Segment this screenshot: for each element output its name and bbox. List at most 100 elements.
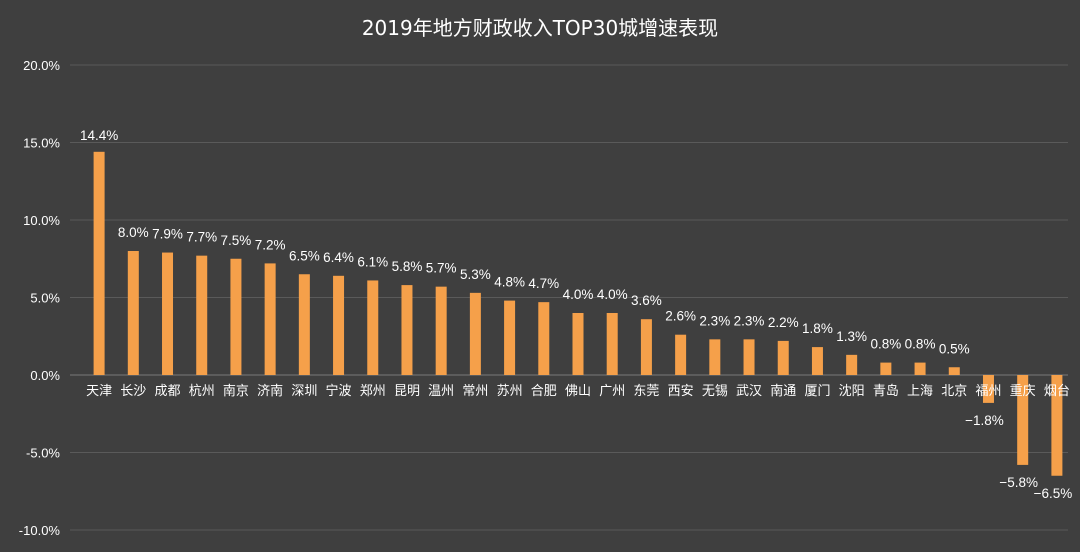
- bar-温州: [435, 286, 447, 375]
- category-label: 北京: [941, 384, 967, 399]
- y-axis-tick-labels: 20.0% 15.0% 10.0% 5.0% 0.0% -5.0% -10.0%: [19, 58, 61, 538]
- bar-武汉: [743, 339, 755, 375]
- bar-济南: [264, 263, 276, 375]
- category-label: 厦门: [804, 384, 830, 399]
- data-label: 4.8%: [494, 275, 525, 290]
- category-labels: 天津 长沙 成都 杭州 南京 济南 深圳 宁波 郑州 昆明 温州 常州 苏州 合肥 佛山 广州 东莞 西安 无锡 武汉…: [86, 383, 1070, 399]
- category-label: 苏州: [497, 383, 523, 399]
- data-label: 5.8%: [392, 259, 423, 274]
- data-label: 7.7%: [186, 230, 217, 245]
- category-label: 长沙: [120, 384, 146, 399]
- data-label: 14.4%: [80, 128, 118, 143]
- bar-昆明: [401, 285, 413, 375]
- category-label: 东莞: [633, 384, 659, 399]
- chart-title: 2019年地方财政收入TOP30城增速表现: [362, 16, 718, 40]
- bar-成都: [162, 252, 174, 375]
- category-label: 合肥: [531, 384, 557, 399]
- data-label: 0.8%: [870, 337, 901, 352]
- bar-烟台: [1051, 375, 1063, 476]
- category-label: 杭州: [189, 384, 215, 399]
- bar-北京: [948, 367, 960, 375]
- data-label: 7.2%: [255, 237, 286, 252]
- data-label: 6.4%: [323, 250, 354, 265]
- data-label: 0.8%: [905, 337, 936, 352]
- bar-福州: [982, 375, 994, 403]
- category-label: 佛山: [565, 384, 591, 399]
- category-label: 深圳: [291, 384, 317, 399]
- category-label: 沈阳: [839, 384, 865, 399]
- bar-重庆: [1017, 375, 1029, 465]
- category-label: 青岛: [873, 383, 899, 399]
- data-label: −5.8%: [999, 475, 1038, 490]
- y-tick-label: 0.0%: [30, 368, 60, 383]
- y-tick-label: 10.0%: [23, 213, 60, 228]
- data-label: 2.2%: [768, 315, 799, 330]
- data-label: 8.0%: [118, 225, 149, 240]
- bar-常州: [469, 292, 481, 375]
- bar-佛山: [572, 313, 584, 375]
- category-label: 昆明: [394, 384, 420, 399]
- category-label: 福州: [975, 384, 1001, 399]
- bar-合肥: [538, 302, 550, 375]
- data-label: −6.5%: [1034, 486, 1073, 501]
- bar-厦门: [811, 347, 823, 375]
- y-tick-label: 5.0%: [30, 291, 60, 306]
- data-label: 1.3%: [836, 329, 867, 344]
- bar-南京: [230, 258, 242, 375]
- bar-广州: [606, 313, 618, 375]
- category-label: 武汉: [736, 384, 762, 399]
- data-label: 2.3%: [699, 313, 730, 328]
- category-label: 温州: [428, 384, 454, 399]
- data-label: 3.6%: [631, 293, 662, 308]
- bar-南通: [777, 340, 789, 375]
- bar-沈阳: [846, 354, 858, 375]
- y-tick-label: -5.0%: [26, 446, 60, 461]
- category-label: 天津: [86, 384, 112, 399]
- data-label: 7.9%: [152, 227, 183, 242]
- bar-西安: [675, 334, 687, 375]
- data-label: 5.3%: [460, 267, 491, 282]
- data-label: 4.7%: [528, 276, 559, 291]
- category-label: 常州: [462, 384, 488, 399]
- bar-宁波: [333, 275, 345, 375]
- category-label: 郑州: [360, 384, 386, 399]
- category-label: 无锡: [702, 384, 728, 399]
- category-label: 济南: [257, 383, 283, 399]
- bars: [93, 151, 1063, 476]
- data-label: 4.0%: [597, 287, 628, 302]
- data-label: 6.5%: [289, 248, 320, 263]
- data-labels: 14.4% 8.0% 7.9% 7.7% 7.5% 7.2%6.5% 6.4% 6.1% 5.8…: [80, 128, 1072, 501]
- data-label: 2.3%: [734, 313, 765, 328]
- category-label: 西安: [668, 384, 694, 399]
- category-label: 上海: [907, 384, 933, 399]
- category-label: 南京: [223, 383, 249, 399]
- category-label: 重庆: [1010, 383, 1036, 399]
- bar-深圳: [298, 274, 310, 375]
- category-label: 广州: [599, 384, 625, 399]
- data-label: 0.5%: [939, 341, 970, 356]
- bar-上海: [914, 362, 926, 375]
- y-tick-label: -10.0%: [19, 523, 61, 538]
- data-label: 2.6%: [665, 309, 696, 324]
- data-label: 4.0%: [563, 287, 594, 302]
- bar-长沙: [127, 251, 139, 375]
- bar-无锡: [709, 339, 721, 375]
- data-label: 6.1%: [357, 254, 388, 269]
- y-tick-label: 20.0%: [23, 58, 60, 73]
- y-tick-label: 15.0%: [23, 136, 60, 151]
- bar-青岛: [880, 362, 892, 375]
- data-label: 5.7%: [426, 261, 457, 276]
- bar-东莞: [640, 319, 652, 375]
- bar-郑州: [367, 280, 379, 375]
- category-label: 成都: [155, 384, 181, 399]
- data-label: 7.5%: [221, 233, 252, 248]
- bar-苏州: [504, 300, 516, 375]
- category-label: 烟台: [1044, 384, 1070, 399]
- category-label: 宁波: [326, 383, 352, 399]
- data-label: −1.8%: [965, 413, 1004, 428]
- category-label: 南通: [770, 383, 796, 399]
- bar-杭州: [196, 255, 208, 375]
- bar-天津: [93, 151, 105, 375]
